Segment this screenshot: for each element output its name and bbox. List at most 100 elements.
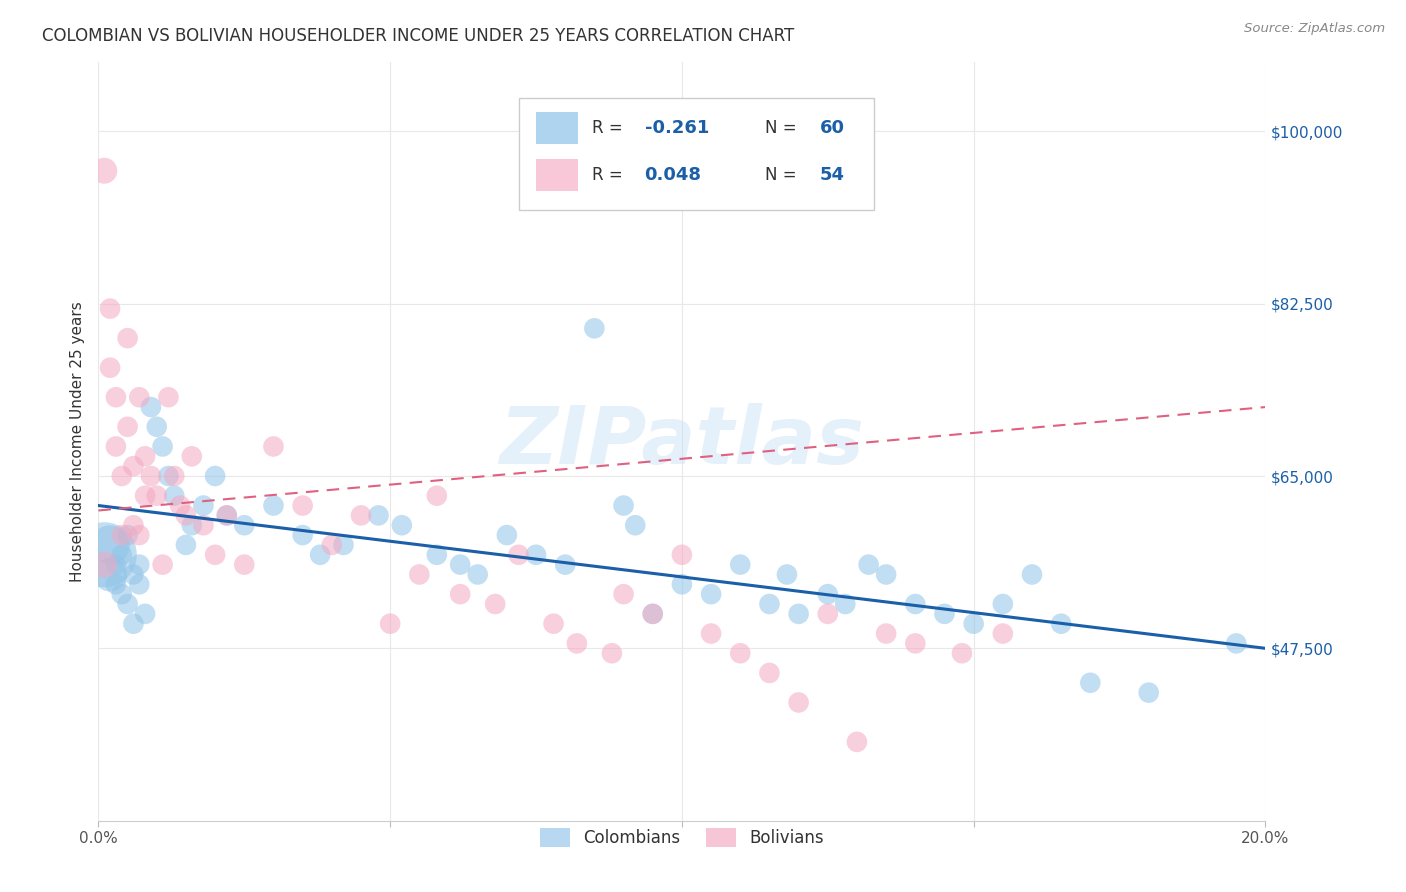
Point: [624, 518, 647, 533]
Point: [93, 558, 115, 572]
Point: [174, 538, 197, 552]
Point: [262, 499, 284, 513]
Point: [321, 538, 343, 552]
Text: 0.048: 0.048: [644, 167, 702, 185]
Point: [426, 489, 449, 503]
Point: [875, 567, 897, 582]
Point: [128, 390, 150, 404]
Point: [98, 360, 121, 375]
Point: [524, 548, 547, 562]
Point: [291, 528, 314, 542]
Point: [122, 567, 145, 582]
Point: [169, 499, 191, 513]
Point: [139, 400, 162, 414]
Point: [117, 528, 139, 542]
Point: [122, 459, 145, 474]
Point: [991, 626, 1014, 640]
Point: [146, 419, 169, 434]
Point: [367, 508, 389, 523]
Point: [174, 508, 197, 523]
Point: [117, 597, 139, 611]
Text: N =: N =: [765, 167, 801, 185]
Point: [93, 548, 115, 562]
Point: [122, 518, 145, 533]
Point: [600, 646, 623, 660]
Point: [134, 607, 156, 621]
Point: [180, 450, 202, 464]
Point: [904, 597, 927, 611]
Point: [104, 577, 127, 591]
Point: [98, 567, 121, 582]
Point: [309, 548, 332, 562]
Point: [449, 558, 471, 572]
Point: [157, 469, 180, 483]
Point: [787, 607, 810, 621]
Point: [128, 558, 150, 572]
Point: [134, 450, 156, 464]
Point: [875, 626, 897, 640]
Point: [612, 499, 634, 513]
Point: [104, 390, 127, 404]
Point: [262, 440, 284, 454]
Point: [98, 301, 121, 316]
Point: [554, 558, 576, 572]
Point: [817, 587, 839, 601]
Point: [163, 489, 186, 503]
Point: [496, 528, 519, 542]
Text: -0.261: -0.261: [644, 119, 709, 136]
Point: [204, 548, 226, 562]
Point: [163, 469, 186, 483]
Point: [565, 636, 588, 650]
Point: [193, 518, 215, 533]
Point: [700, 626, 723, 640]
Point: [1050, 616, 1073, 631]
Point: [104, 558, 127, 572]
Point: [117, 419, 139, 434]
Point: [104, 440, 127, 454]
Point: [146, 489, 169, 503]
Point: [991, 597, 1014, 611]
Point: [671, 548, 693, 562]
Point: [128, 577, 150, 591]
Point: [350, 508, 373, 523]
Point: [758, 597, 780, 611]
Point: [152, 440, 174, 454]
Point: [834, 597, 856, 611]
Point: [117, 331, 139, 345]
Point: [787, 696, 810, 710]
Bar: [519, 98, 875, 211]
Point: [332, 538, 354, 552]
Point: [134, 489, 156, 503]
Point: [641, 607, 664, 621]
Point: [758, 665, 780, 680]
Bar: [536, 112, 578, 144]
Text: COLOMBIAN VS BOLIVIAN HOUSEHOLDER INCOME UNDER 25 YEARS CORRELATION CHART: COLOMBIAN VS BOLIVIAN HOUSEHOLDER INCOME…: [42, 27, 794, 45]
Point: [934, 607, 956, 621]
Text: R =: R =: [592, 167, 628, 185]
Point: [730, 646, 752, 660]
Point: [98, 538, 121, 552]
Legend: Colombians, Bolivians: Colombians, Bolivians: [533, 822, 831, 854]
Point: [858, 558, 880, 572]
Point: [467, 567, 489, 582]
Point: [484, 597, 506, 611]
Text: N =: N =: [765, 119, 801, 136]
Point: [215, 508, 238, 523]
Bar: [536, 160, 578, 191]
Point: [215, 508, 238, 523]
Point: [233, 518, 256, 533]
Point: [1225, 636, 1247, 650]
Point: [671, 577, 693, 591]
Point: [508, 548, 530, 562]
Point: [817, 607, 839, 621]
Point: [776, 567, 799, 582]
Point: [408, 567, 430, 582]
Point: [152, 558, 174, 572]
Point: [93, 163, 115, 178]
Point: [1080, 675, 1102, 690]
Point: [962, 616, 984, 631]
Point: [950, 646, 973, 660]
Text: Source: ZipAtlas.com: Source: ZipAtlas.com: [1244, 22, 1385, 36]
Point: [111, 469, 134, 483]
Point: [139, 469, 162, 483]
